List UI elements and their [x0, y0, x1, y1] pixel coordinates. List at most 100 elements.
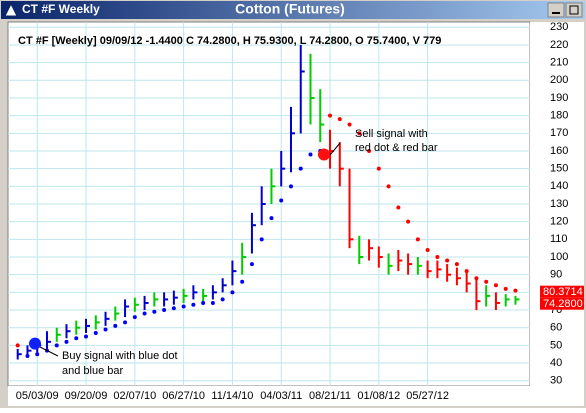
- stop-dot: [191, 302, 196, 307]
- date-axis: [8, 386, 584, 406]
- sell-arrow: [329, 142, 341, 156]
- stop-dot: [240, 279, 245, 284]
- stop-dot: [406, 219, 411, 224]
- price-tag: [540, 285, 584, 298]
- y-tick-label: 190: [550, 92, 568, 104]
- y-tick-label: 120: [550, 216, 568, 228]
- y-tick-label: 220: [550, 39, 568, 51]
- stop-dot: [357, 131, 362, 136]
- stop-dot: [35, 352, 40, 357]
- buy-annotation: Buy signal with blue dot: [62, 350, 178, 362]
- stop-dot: [171, 306, 176, 311]
- y-tick-label: 170: [550, 127, 568, 139]
- y-tick-label: 100: [550, 251, 568, 263]
- stop-dot: [347, 122, 352, 127]
- sell-annotation: red dot & red bar: [355, 142, 438, 154]
- stop-dot: [484, 279, 489, 284]
- x-tick-label: 05/03/09: [16, 390, 59, 402]
- stop-dot: [93, 330, 98, 335]
- stop-dot: [54, 343, 59, 348]
- y-tick-label: 50: [550, 339, 562, 351]
- stop-dot: [181, 304, 186, 309]
- minimize-button[interactable]: [547, 2, 565, 18]
- stop-dot: [464, 269, 469, 274]
- price-axis: [530, 22, 584, 386]
- price-tag: [540, 297, 584, 310]
- y-tick-label: 140: [550, 180, 568, 192]
- stop-dot: [337, 117, 342, 122]
- stop-dot: [425, 247, 430, 252]
- price-tag-label: 74.2800: [543, 298, 583, 310]
- x-tick-label: 08/21/11: [309, 390, 351, 402]
- x-tick-label: 01/08/12: [357, 390, 400, 402]
- stop-dot: [132, 315, 137, 320]
- stop-dot: [103, 327, 108, 332]
- stop-dot: [249, 262, 254, 267]
- y-tick-label: 130: [550, 198, 568, 210]
- chart-header: CT #F [Weekly] 09/09/12 -1.4400 C 74.280…: [18, 35, 441, 47]
- stop-dot: [84, 334, 89, 339]
- stop-dot: [435, 255, 440, 260]
- y-tick-label: 30: [550, 375, 562, 387]
- x-tick-label: 05/27/12: [406, 390, 449, 402]
- sell-signal-dot: [318, 148, 330, 161]
- price-tag-label: 80.3714: [543, 286, 583, 298]
- y-tick-label: 160: [550, 145, 568, 157]
- stop-dot: [474, 276, 479, 281]
- x-tick-label: 04/03/11: [260, 390, 302, 402]
- stop-dot: [308, 152, 313, 157]
- stop-dot: [269, 216, 274, 221]
- y-tick-label: 210: [550, 57, 568, 69]
- stop-dot: [113, 323, 118, 328]
- y-tick-label: 230: [550, 21, 568, 33]
- stop-dot: [220, 297, 225, 302]
- stop-dot: [152, 309, 157, 314]
- app-icon: [4, 2, 18, 17]
- stop-dot: [123, 320, 128, 325]
- buy-arrow: [39, 346, 59, 357]
- stop-dot: [386, 184, 391, 189]
- y-tick-label: 200: [550, 74, 568, 86]
- chart-title: Cotton (Futures): [235, 1, 345, 17]
- stop-dot: [279, 198, 284, 203]
- stop-dot: [513, 288, 518, 293]
- stop-dot: [25, 353, 30, 358]
- stop-dot: [288, 184, 293, 189]
- sell-annotation: Sell signal with: [355, 128, 428, 140]
- window-title: CT #F Weekly: [22, 2, 100, 16]
- stop-dot: [415, 237, 420, 242]
- y-tick-label: 150: [550, 163, 568, 175]
- stop-dot: [503, 286, 508, 291]
- stop-dot: [230, 290, 235, 295]
- y-tick-label: 90: [550, 269, 562, 281]
- y-tick-label: 40: [550, 357, 562, 369]
- stop-dot: [201, 300, 206, 305]
- y-tick-label: 60: [550, 322, 562, 334]
- maximize-glyph: [569, 5, 579, 15]
- buy-signal-dot: [29, 337, 41, 350]
- y-tick-label: 180: [550, 110, 568, 122]
- stop-dot: [454, 262, 459, 267]
- stop-dot: [210, 300, 215, 305]
- x-tick-label: 09/20/09: [65, 390, 108, 402]
- maximize-button[interactable]: [565, 2, 583, 18]
- stop-dot: [15, 343, 20, 348]
- stop-dot: [376, 166, 381, 171]
- stop-dot: [328, 113, 333, 118]
- y-tick-label: 110: [550, 233, 568, 245]
- stop-dot: [298, 166, 303, 171]
- stop-dot: [445, 258, 450, 263]
- buy-annotation: and blue bar: [62, 365, 123, 377]
- x-tick-label: 02/07/10: [113, 390, 156, 402]
- x-tick-label: 11/14/10: [211, 390, 253, 402]
- stop-dot: [396, 205, 401, 210]
- stop-dot: [74, 336, 79, 341]
- stop-dot: [162, 308, 167, 313]
- x-tick-label: 06/27/10: [162, 390, 205, 402]
- stop-dot: [493, 283, 498, 288]
- stop-dot: [64, 339, 69, 344]
- title-bar: [1, 1, 585, 19]
- stop-dot: [367, 148, 372, 153]
- stop-dot: [259, 237, 264, 242]
